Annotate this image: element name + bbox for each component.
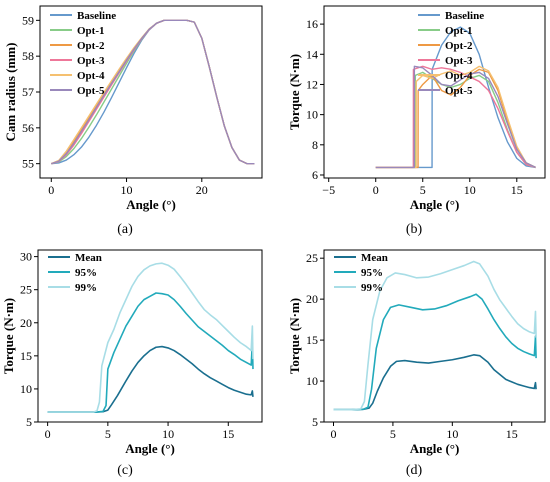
- x-tick-label: 0: [45, 427, 51, 441]
- y-tick-label: 25: [20, 283, 32, 297]
- series-line: [375, 65, 536, 169]
- legend-label: 99%: [75, 282, 97, 294]
- series-line: [333, 293, 537, 411]
- y-tick-label: 20: [20, 316, 32, 330]
- y-tick-label: 14: [306, 47, 318, 61]
- y-tick-label: 25: [306, 251, 318, 265]
- y-axis-title: Cam radius (mm): [3, 43, 18, 142]
- legend-label: Opt-1: [77, 25, 105, 37]
- legend-label: Opt-5: [77, 85, 105, 97]
- legend-label: Opt-3: [77, 55, 105, 67]
- legend-label: Opt-2: [77, 40, 105, 52]
- y-tick-label: 6: [312, 168, 318, 182]
- panel-label: (c): [117, 463, 133, 478]
- series-line: [47, 345, 254, 413]
- x-tick-label: 0: [373, 183, 379, 197]
- legend-label: 95%: [361, 267, 383, 279]
- y-tick-label: 8: [312, 138, 318, 152]
- y-tick-label: 56: [22, 121, 34, 135]
- y-tick-label: 57: [22, 85, 34, 99]
- x-tick-label: 15: [511, 183, 523, 197]
- y-axis-title: Torque (N·m): [287, 54, 302, 130]
- x-tick-label: 10: [464, 183, 476, 197]
- x-tick-label: 0: [48, 183, 54, 197]
- legend: Baseline Opt-1 Opt-2 Opt-3 Opt-4 Opt-5: [50, 10, 116, 97]
- legend-label: Mean: [361, 252, 388, 264]
- series-line: [375, 26, 536, 169]
- panel-label: (a): [117, 222, 133, 237]
- plot-frame: [37, 249, 263, 423]
- legend-label: Opt-4: [77, 70, 105, 82]
- x-tick-label: 0: [331, 427, 337, 441]
- legend-label: Opt-3: [445, 55, 473, 67]
- plot-frame: [323, 249, 546, 423]
- y-tick-label: 10: [306, 108, 318, 122]
- y-tick-label: 30: [20, 250, 32, 264]
- plot-frame: [39, 5, 263, 179]
- series-lines: [47, 262, 254, 413]
- series-lines: [51, 19, 255, 165]
- x-axis-title: Angle (°): [410, 441, 460, 456]
- legend-label: Opt-1: [445, 25, 473, 37]
- series-line: [47, 262, 254, 413]
- y-tick-label: 20: [306, 292, 318, 306]
- y-axis-title: Torque (N·m): [1, 298, 16, 374]
- x-axis-title: Angle (°): [126, 197, 176, 212]
- legend: Baseline Opt-1 Opt-2 Opt-3 Opt-4 Opt-5: [418, 10, 484, 97]
- y-axis-title: Torque (N·m): [287, 298, 302, 374]
- y-tick-label: 15: [306, 333, 318, 347]
- legend-label: 99%: [361, 282, 383, 294]
- panel-label: (d): [406, 463, 423, 478]
- series-line: [47, 292, 254, 413]
- x-tick-label: −5: [322, 183, 335, 197]
- y-tick-label: 16: [306, 17, 318, 31]
- y-tick-label: 12: [306, 77, 318, 91]
- chart-panel: 0 10 20 55 56 57 58 59 Angle (°) Cam radius (mm) B…: [3, 5, 263, 237]
- y-tick-label: 15: [20, 349, 32, 363]
- y-tick-label: 10: [306, 374, 318, 388]
- legend-label: 95%: [75, 267, 97, 279]
- y-tick-label: 10: [20, 382, 32, 396]
- y-tick-label: 55: [22, 157, 34, 171]
- legend-label: Opt-2: [445, 40, 473, 52]
- x-tick-label: 10: [162, 427, 174, 441]
- legend-label: Baseline: [445, 10, 484, 22]
- x-tick-label: 10: [446, 427, 458, 441]
- legend: Mean 95% 99%: [48, 252, 102, 294]
- x-axis-title: Angle (°): [125, 441, 175, 456]
- legend-label: Opt-5: [445, 85, 473, 97]
- series-lines: [375, 26, 536, 169]
- series-line: [375, 65, 536, 169]
- chart-panel: −5 0 5 10 15 6 8 10 12 14 16 Angle (°) Torque (N·m) B…: [287, 5, 546, 237]
- series-line: [375, 65, 536, 169]
- plot-frame: [323, 5, 546, 179]
- x-tick-label: 15: [222, 427, 234, 441]
- legend: Mean 95% 99%: [334, 252, 388, 294]
- series-lines: [333, 260, 537, 411]
- x-tick-label: 15: [506, 427, 518, 441]
- y-tick-label: 59: [22, 13, 34, 27]
- x-tick-label: 20: [196, 183, 208, 197]
- x-tick-label: 5: [390, 427, 396, 441]
- series-line: [333, 354, 537, 411]
- series-line: [375, 68, 536, 169]
- x-tick-label: 5: [420, 183, 426, 197]
- series-line: [333, 260, 537, 411]
- y-tick-label: 58: [22, 49, 34, 63]
- x-tick-label: 10: [121, 183, 133, 197]
- panel-label: (b): [406, 222, 423, 237]
- y-tick-label: 5: [312, 415, 318, 429]
- series-line: [51, 19, 255, 165]
- legend-label: Mean: [75, 252, 102, 264]
- legend-label: Opt-4: [445, 70, 473, 82]
- x-axis-title: Angle (°): [410, 197, 460, 212]
- x-tick-label: 5: [105, 427, 111, 441]
- y-tick-label: 5: [26, 415, 32, 429]
- legend-label: Baseline: [77, 10, 116, 22]
